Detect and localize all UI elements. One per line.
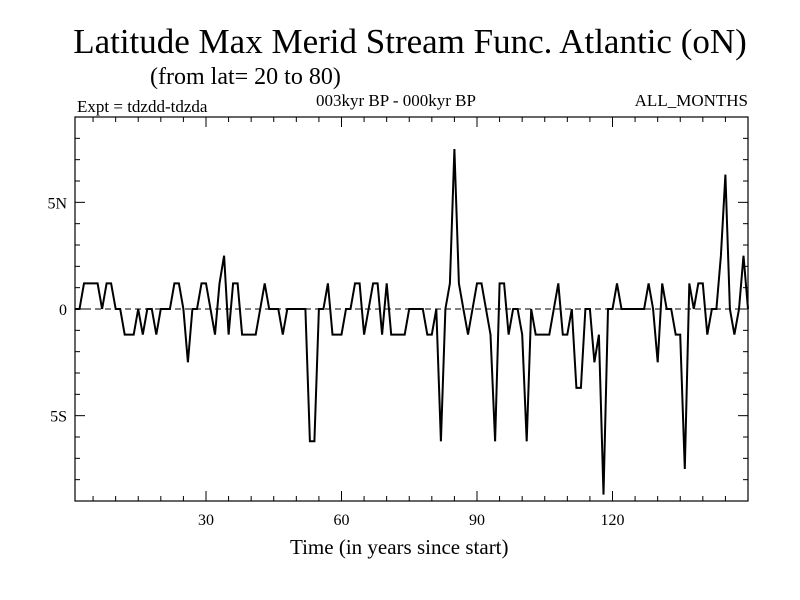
x-tick-label: 90 (469, 512, 485, 529)
experiment-label: Expt = tdzdd-tdzda (77, 97, 208, 116)
x-tick-label: 30 (198, 512, 214, 529)
period-label: 003kyr BP - 000kyr BP (316, 91, 476, 110)
series-line (75, 148, 749, 495)
x-axis-label: Time (in years since start) (290, 535, 509, 559)
season-label: ALL_MONTHS (634, 91, 748, 110)
y-tick-label: 0 (59, 302, 67, 319)
x-tick-label: 60 (333, 512, 349, 529)
chart-subtitle: (from lat= 20 to 80) (150, 64, 341, 90)
chart-title: Latitude Max Merid Stream Func. Atlantic… (73, 22, 747, 61)
y-tick-label: 5S (50, 409, 67, 426)
y-tick-label: 5N (47, 195, 67, 212)
axis-tick-labels: 30 60 90 120 5N 0 5S (47, 195, 624, 529)
x-tick-label: 120 (600, 512, 624, 529)
